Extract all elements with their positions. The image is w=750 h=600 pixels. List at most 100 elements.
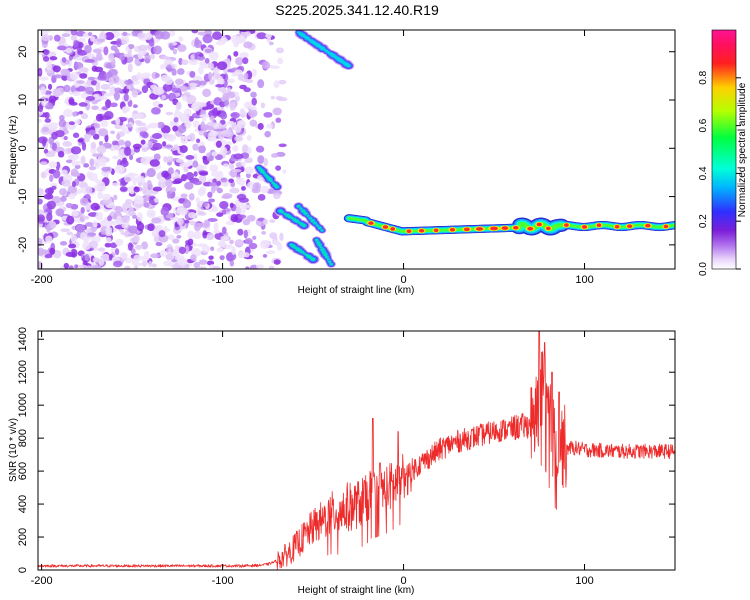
noise-blob — [55, 208, 65, 217]
noise-blob — [275, 165, 282, 171]
noise-blob — [38, 248, 41, 255]
noise-blob — [62, 140, 73, 147]
noise-blob — [193, 222, 201, 232]
noise-blob — [44, 111, 50, 119]
noise-blob — [74, 62, 84, 70]
noise-blob — [182, 199, 192, 209]
noise-blob — [86, 171, 93, 179]
noise-blob — [44, 118, 51, 123]
upper-echo-blob — [325, 49, 329, 53]
noise-blob — [119, 36, 130, 45]
noise-blob — [249, 119, 258, 127]
noise-blob — [189, 82, 198, 87]
diagonal-echo-blob — [320, 248, 325, 252]
y-tick-label: 600 — [17, 462, 29, 480]
noise-blob — [212, 67, 220, 75]
noise-blob — [213, 122, 220, 130]
noise-blob — [255, 145, 265, 153]
noise-blob — [148, 260, 153, 268]
noise-blob — [208, 198, 216, 203]
track-hotspot-core — [433, 228, 439, 233]
noise-blob — [242, 252, 250, 258]
noise-blob — [82, 242, 91, 251]
noise-blob — [48, 161, 58, 169]
noise-blob — [241, 186, 246, 191]
spectrogram-noise-field — [38, 30, 288, 269]
noise-blob — [48, 95, 57, 103]
noise-blob — [223, 100, 230, 107]
noise-blob — [78, 110, 84, 115]
noise-blob — [124, 140, 132, 148]
noise-blob — [245, 79, 254, 84]
noise-blob — [264, 130, 271, 138]
noise-blob — [164, 144, 174, 149]
noise-blob — [190, 54, 195, 60]
noise-blob — [41, 34, 51, 41]
noise-blob — [76, 80, 85, 85]
snr-panel: -200 -100 0 100 0 200 400 600 800 1000 1200 1400 H… — [8, 327, 676, 596]
noise-blob — [143, 196, 150, 202]
noise-blob — [165, 111, 174, 116]
noise-blob — [251, 97, 257, 106]
noise-blob — [73, 39, 79, 48]
x-tick-label: -100 — [212, 575, 234, 587]
noise-blob — [277, 57, 284, 65]
noise-blob — [191, 30, 199, 34]
noise-blob — [65, 159, 73, 164]
noise-blob — [154, 30, 165, 40]
noise-blob — [202, 88, 212, 98]
noise-blob — [81, 141, 87, 151]
noise-blob — [129, 237, 139, 243]
noise-blob — [101, 253, 110, 262]
noise-blob — [105, 99, 112, 109]
y-tick-label: -20 — [17, 237, 29, 253]
diagonal-echo-blob — [310, 219, 315, 223]
noise-blob — [116, 133, 121, 140]
noise-blob — [189, 220, 196, 226]
noise-blob — [152, 132, 163, 140]
noise-blob — [161, 94, 166, 100]
noise-blob — [240, 161, 247, 167]
noise-blob — [90, 141, 97, 150]
noise-blob — [136, 222, 145, 232]
upper-echo-blob — [323, 48, 327, 51]
noise-blob — [125, 123, 132, 128]
noise-blob — [60, 68, 71, 77]
spectrogram-y-ticks: -20 -10 0 10 20 — [17, 46, 675, 253]
x-tick-label: 100 — [575, 274, 593, 286]
noise-blob — [260, 102, 266, 109]
noise-blob — [113, 194, 118, 201]
noise-blob — [183, 162, 191, 167]
noise-blob — [242, 57, 249, 65]
track-hotspot-core — [645, 223, 651, 228]
noise-blob — [180, 173, 188, 182]
noise-blob — [190, 254, 197, 262]
noise-blob — [225, 220, 235, 226]
noise-blob — [208, 78, 215, 85]
track-hotspot-core — [490, 226, 498, 231]
noise-blob — [228, 178, 234, 183]
noise-blob — [205, 30, 212, 34]
noise-blob — [90, 202, 100, 211]
noise-blob — [159, 249, 167, 257]
noise-blob — [134, 120, 142, 125]
noise-blob — [70, 35, 78, 41]
noise-blob — [103, 46, 109, 56]
noise-blob — [64, 30, 70, 34]
noise-blob — [115, 117, 121, 125]
noise-blob — [243, 87, 251, 93]
noise-blob — [231, 34, 240, 44]
noise-blob — [219, 255, 225, 261]
noise-blob — [282, 169, 287, 174]
noise-blob — [220, 177, 228, 183]
colorbar-gradient — [711, 29, 737, 270]
noise-blob — [188, 211, 197, 219]
noise-blob — [60, 195, 67, 202]
noise-blob — [232, 168, 242, 173]
noise-blob — [188, 132, 196, 142]
noise-blob — [242, 144, 249, 153]
noise-blob — [252, 235, 257, 240]
noise-blob — [78, 264, 88, 269]
track-hotspot-core — [501, 226, 509, 230]
noise-blob — [257, 122, 264, 130]
